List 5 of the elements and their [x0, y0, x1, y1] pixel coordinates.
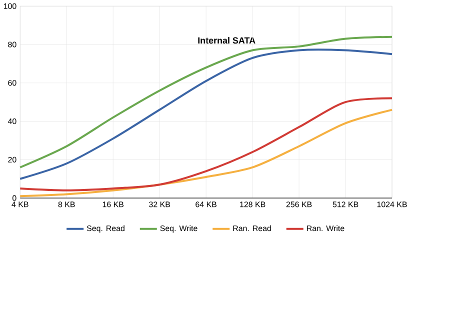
line-series: [19, 108, 394, 198]
text: Internal SATA: [198, 36, 256, 44]
line-series: [19, 36, 394, 168]
line-series: [19, 97, 394, 192]
line-series: [19, 48, 394, 180]
